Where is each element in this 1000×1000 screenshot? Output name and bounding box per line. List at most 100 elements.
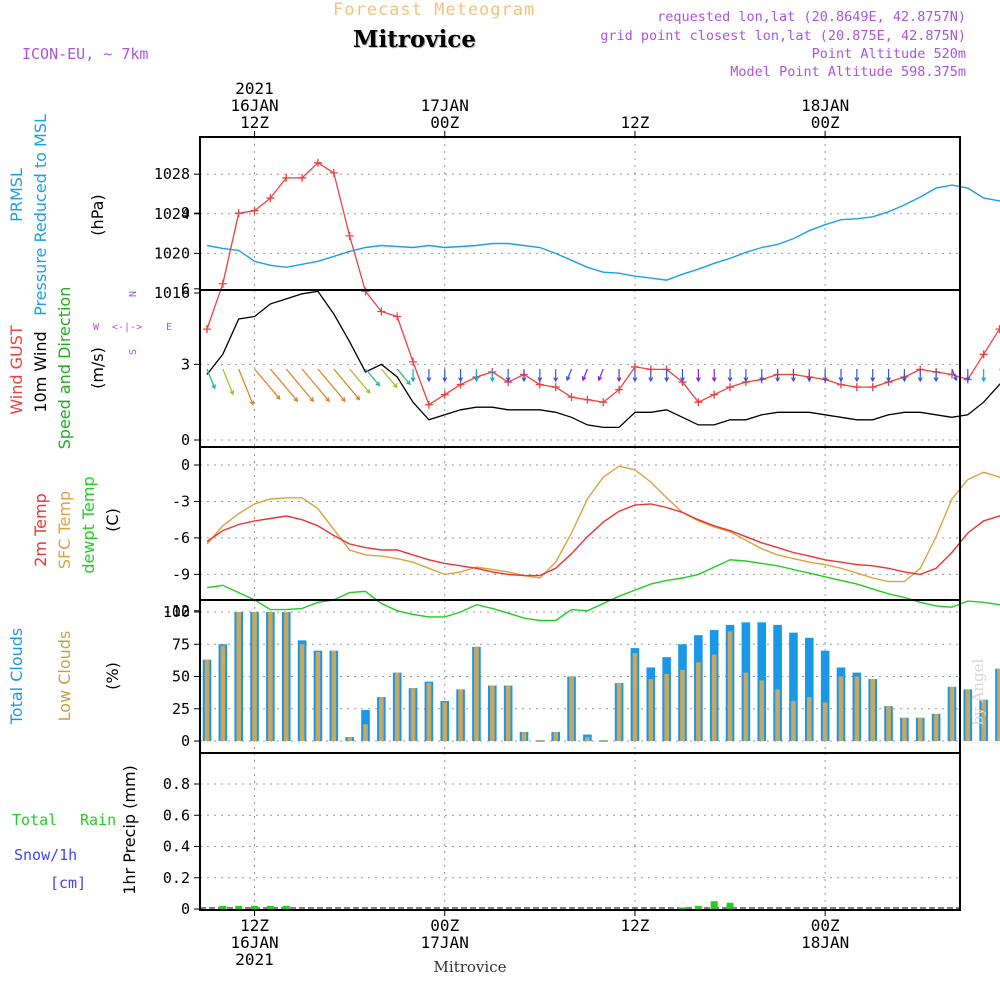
precip-total-label: Total — [12, 811, 57, 829]
wind-direction-arrow — [365, 368, 381, 387]
wind-direction-arrow — [727, 369, 733, 383]
y-tick-label: 100 — [163, 603, 190, 621]
precip-bar — [282, 905, 290, 909]
y-tick-label: 50 — [172, 668, 190, 686]
gust-marker — [599, 398, 608, 407]
bottom-location-label: Mitrovice — [434, 958, 507, 976]
y-tick-label: 1028 — [154, 165, 190, 183]
wind-direction-arrow — [537, 369, 543, 383]
x-axis-bottom-label: 00Z — [811, 916, 840, 935]
y-tick-label: -12 — [163, 602, 190, 620]
y-tick-label: 9 — [181, 204, 190, 222]
low-cloud-bar — [616, 682, 622, 741]
low-cloud-bar — [220, 645, 226, 741]
low-cloud-bar — [917, 717, 923, 741]
pressure-line — [206, 184, 1000, 281]
gust-marker — [440, 390, 449, 399]
gust-marker — [583, 395, 592, 404]
chart-supertitle: Forecast Meteogram — [333, 0, 536, 20]
low-cloud-bar — [379, 697, 384, 741]
pressure-unit-label: (hPa) — [88, 194, 107, 235]
low-cloud-bar — [759, 680, 765, 741]
y-tick-label: 0.6 — [163, 806, 190, 824]
total-cloud-bar — [773, 624, 782, 741]
gust-marker — [218, 279, 227, 288]
x-axis-bottom-label: 17JAN — [421, 933, 469, 952]
total-cloud-bar — [789, 632, 798, 741]
low-cloud-bar — [553, 731, 558, 741]
x-axis-top-label: 12Z — [620, 113, 649, 132]
low-cloud-bar — [299, 644, 305, 741]
wind-direction-arrow — [553, 369, 559, 383]
precip-rain-label: Rain — [80, 811, 116, 829]
x-axis-top-label: 18JAN — [801, 96, 849, 115]
low-cloud-bar — [474, 646, 479, 741]
gust-marker — [852, 383, 861, 392]
gust-marker — [551, 383, 560, 392]
y-tick-label: 0 — [181, 732, 190, 750]
wind-direction-arrow — [581, 368, 588, 382]
y-tick-label: 0 — [181, 900, 190, 918]
wind-direction-arrow — [917, 369, 923, 383]
gust-marker — [377, 307, 386, 316]
wind-direction-arrow — [565, 368, 573, 382]
precip-bar — [726, 902, 734, 909]
precip-snow-label: Snow/1h — [14, 846, 77, 864]
wind-direction-arrow — [396, 368, 411, 386]
panel-frame — [199, 446, 961, 601]
gust-marker — [424, 400, 433, 409]
low-cloud-bar — [902, 717, 907, 741]
temp-sfc-label: SFC Temp — [55, 491, 74, 569]
gust-marker — [298, 173, 307, 182]
gust-marker — [313, 158, 322, 167]
precip-unit-label: 1hr Precip (mm) — [120, 765, 139, 895]
y-tick-label: 0.2 — [163, 869, 190, 887]
wind-direction-arrow — [317, 368, 346, 403]
wind-speed-line — [206, 290, 1000, 429]
wind-direction-arrow — [870, 369, 876, 383]
gust-marker — [868, 383, 877, 392]
x-axis-top-label: 17JAN — [421, 96, 469, 115]
low-cloud-bar — [807, 697, 812, 741]
low-cloud-bar — [933, 713, 939, 741]
y-tick-label: 25 — [172, 700, 190, 718]
low-cloud-bar — [791, 701, 796, 741]
wind-direction-arrow — [854, 369, 860, 383]
x-axis-top-label: 00Z — [430, 113, 459, 132]
y-tick-label: 1024 — [154, 205, 190, 223]
y-tick-label: 0.8 — [163, 775, 190, 793]
y-tick-label: 0.4 — [163, 838, 190, 856]
y-tick-label: 0 — [181, 456, 190, 474]
wind-direction-arrow — [616, 369, 622, 383]
low-cloud-bar — [886, 706, 891, 741]
gust-marker — [567, 393, 576, 402]
wind-direction-arrow — [442, 369, 448, 383]
x-axis-top-label: 00Z — [811, 113, 840, 132]
precip-bar — [251, 905, 259, 909]
wind-direction-arrow — [333, 368, 361, 401]
wind-direction-arrow — [981, 369, 987, 383]
wind-direction-arrow — [791, 369, 796, 383]
low-cloud-bar — [949, 686, 955, 741]
watermark: by Angel — [969, 658, 987, 725]
wind-direction-arrow — [886, 369, 891, 383]
low-cloud-bar — [664, 673, 669, 741]
dewpoint-line — [206, 559, 1000, 622]
compass-s: S — [128, 349, 139, 355]
wind-direction-arrow — [458, 369, 464, 383]
wind-direction-arrow — [838, 369, 844, 383]
wind-direction-arrow — [951, 368, 958, 382]
wind-direction-arrow — [269, 368, 299, 403]
wind-gust-label: Wind GUST — [7, 325, 26, 415]
gust-marker — [726, 383, 735, 392]
low-cloud-bar — [426, 682, 432, 741]
x-axis-top-label: 12Z — [240, 113, 269, 132]
wind-direction-arrow — [632, 369, 638, 383]
wind-direction-arrow — [206, 368, 216, 390]
sfc-temp-line — [206, 465, 1000, 583]
x-axis-bottom-label: 16JAN — [230, 933, 278, 952]
gust-marker — [979, 350, 988, 359]
gust-marker — [409, 357, 418, 366]
gust-marker — [250, 206, 259, 215]
